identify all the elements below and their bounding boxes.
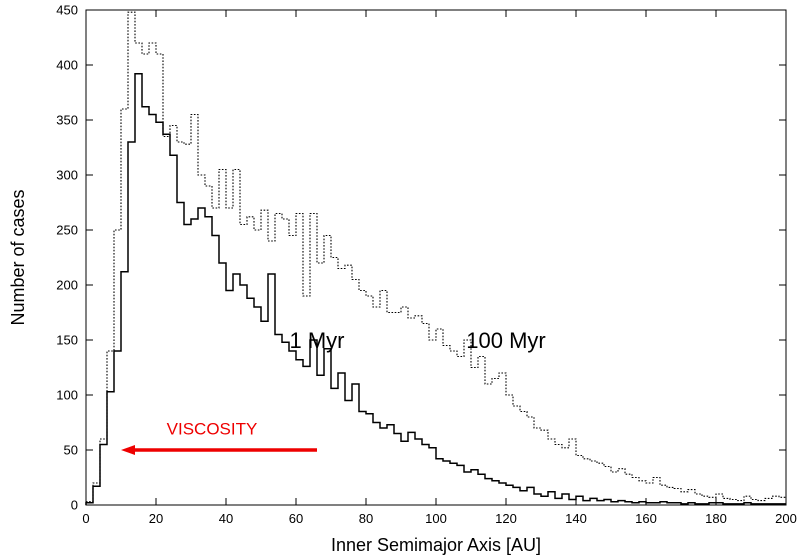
annotation-layer: VISCOSITY <box>121 420 317 455</box>
y-tick-label: 100 <box>56 388 78 403</box>
viscosity-label: VISCOSITY <box>167 420 258 439</box>
x-tick-label: 200 <box>775 511 797 526</box>
y-tick-label: 200 <box>56 278 78 293</box>
y-tick-label: 150 <box>56 333 78 348</box>
y-tick-label: 450 <box>56 3 78 18</box>
y-tick-label: 250 <box>56 223 78 238</box>
x-tick-label: 140 <box>565 511 587 526</box>
series-layer <box>85 11 786 505</box>
x-tick-label: 0 <box>82 511 89 526</box>
y-tick-label: 300 <box>56 168 78 183</box>
x-tick-label: 40 <box>219 511 233 526</box>
series-line-2 <box>85 11 786 505</box>
x-tick-label: 120 <box>495 511 517 526</box>
y-tick-label: 0 <box>71 498 78 513</box>
viscosity-arrow-head <box>121 445 135 455</box>
y-tick-label: 400 <box>56 58 78 73</box>
series-label-2: 100 Myr <box>466 328 545 353</box>
x-tick-label: 160 <box>635 511 657 526</box>
series-line-1 <box>85 73 786 505</box>
x-tick-label: 180 <box>705 511 727 526</box>
x-axis-title: Inner Semimajor Axis [AU] <box>331 535 541 555</box>
y-axis-title: Number of cases <box>8 189 28 325</box>
x-tick-label: 80 <box>359 511 373 526</box>
x-tick-label: 20 <box>149 511 163 526</box>
x-tick-label: 60 <box>289 511 303 526</box>
series-label-1: 1 Myr <box>290 328 345 353</box>
y-tick-label: 350 <box>56 113 78 128</box>
x-tick-label: 100 <box>425 511 447 526</box>
labels-layer: 1 Myr 100 Myr <box>290 328 546 353</box>
ticks-layer: 0 20 40 60 80 100 120 140 160 180 200 0 50 100 150 200 2… <box>56 3 797 527</box>
y-tick-label: 50 <box>64 443 78 458</box>
